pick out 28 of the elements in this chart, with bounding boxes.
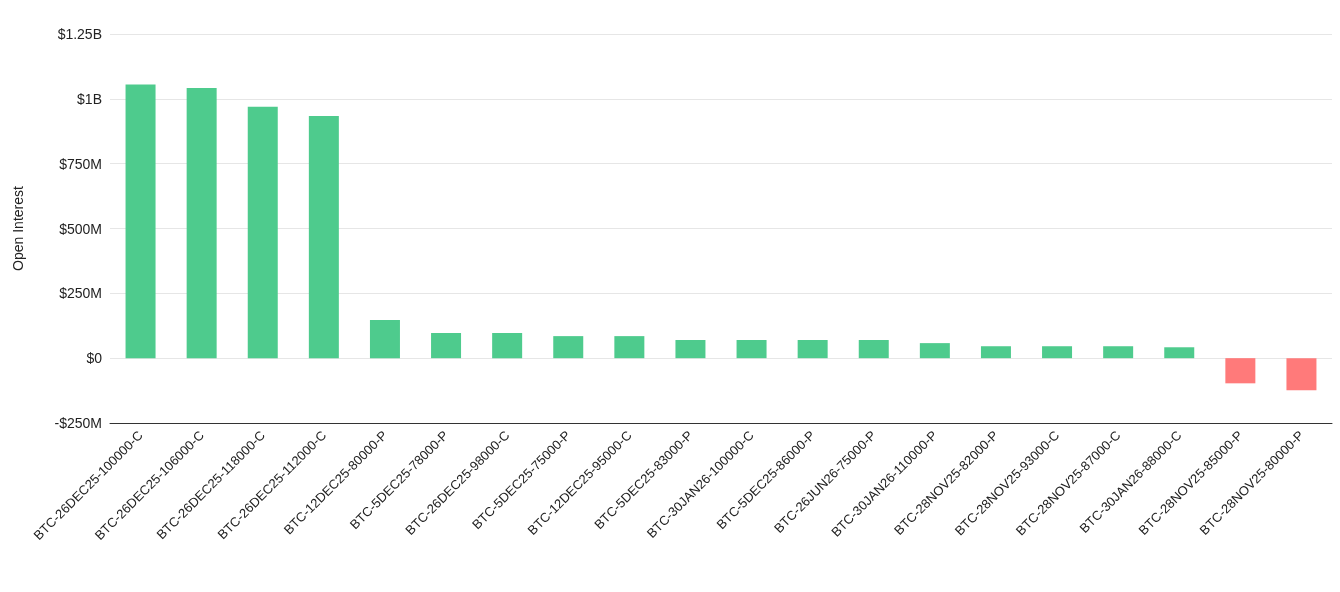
y-tick-label: $1.25B — [57, 26, 102, 42]
bar — [553, 336, 584, 359]
bar — [186, 87, 217, 359]
bar — [369, 320, 400, 359]
y-tick-label: $500M — [59, 220, 102, 237]
bar — [980, 346, 1011, 359]
bar — [919, 343, 950, 359]
y-tick-label: -$250M — [54, 415, 102, 431]
bar — [492, 333, 523, 359]
y-tick-label: $750M — [59, 155, 102, 172]
bar — [1042, 346, 1073, 359]
bar — [1103, 346, 1134, 359]
bar — [1286, 358, 1317, 391]
y-tick-label: $250M — [59, 285, 102, 302]
y-tick-label: $1B — [77, 90, 102, 107]
bar — [614, 336, 645, 359]
bar — [1225, 358, 1256, 384]
bar — [431, 333, 462, 359]
bar — [308, 115, 339, 359]
bar — [797, 340, 828, 359]
y-tick-label: $0 — [86, 350, 103, 367]
bar — [247, 106, 278, 359]
bar — [736, 340, 767, 359]
y-axis-title: Open Interest — [10, 185, 26, 271]
bar — [1164, 347, 1195, 359]
bar — [858, 340, 889, 359]
bar — [675, 340, 706, 359]
bar — [125, 84, 156, 359]
